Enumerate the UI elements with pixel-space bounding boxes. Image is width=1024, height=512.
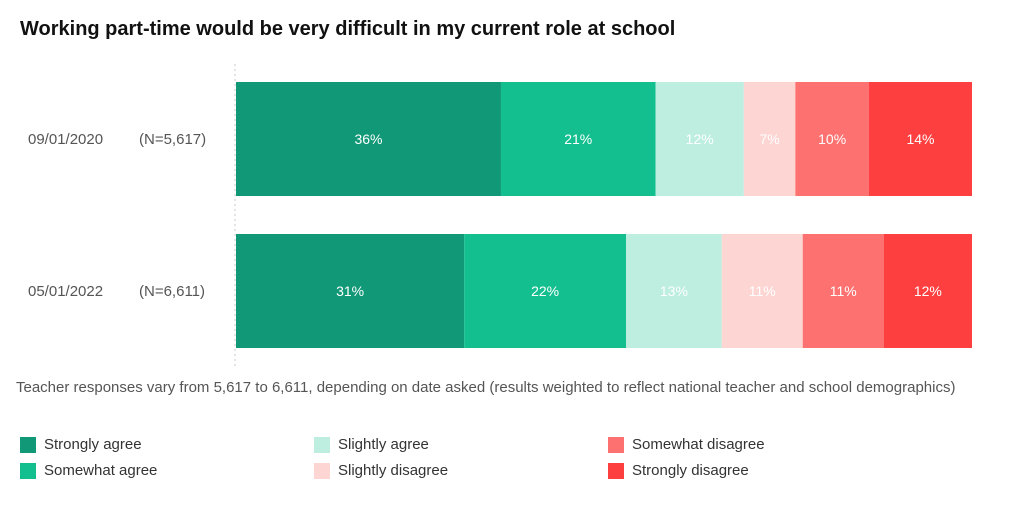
data-label: 7% [759,131,779,147]
data-label: 11% [749,283,776,299]
row-label-n: (N=5,617) [139,131,206,148]
bar-segment [464,234,627,348]
stacked-bar-chart: 09/01/2020 (N=5,617) 36% 21% 12% 7% 10% 14% 05/0… [28,64,972,366]
legend-item: Somewhat disagree [608,436,765,453]
legend-swatch [314,436,330,453]
legend-label: Somewhat disagree [632,436,765,453]
chart-legend: Strongly agree Slightly agree Somewhat dis… [20,436,1020,488]
legend-label: Strongly agree [44,436,142,453]
data-label: 21% [564,131,592,147]
bar-segment [743,82,796,196]
legend-swatch [20,462,36,479]
legend-swatch [608,462,624,479]
bar-segment [721,234,803,348]
legend-item: Somewhat agree [20,462,157,479]
bar-segment [883,234,972,348]
chart-title: Working part-time would be very difficul… [20,18,676,40]
bar-segment [795,82,869,196]
bar-segment [802,234,884,348]
row-label-date: 09/01/2020 [28,131,103,148]
bar-segment [236,82,501,196]
data-label: 11% [830,283,857,299]
bar-segment [626,234,722,348]
data-label: 22% [531,283,559,299]
legend-item: Strongly agree [20,436,142,453]
bar-segment [236,234,465,348]
legend-item: Slightly agree [314,436,429,453]
data-label: 14% [906,131,934,147]
data-label: 12% [686,131,714,147]
legend-label: Slightly agree [338,436,429,453]
legend-item: Slightly disagree [314,462,448,479]
data-label: 31% [336,283,364,299]
bar-segment [868,82,972,196]
legend-swatch [314,462,330,479]
legend-label: Somewhat agree [44,462,158,479]
legend-label: Strongly disagree [632,462,749,479]
legend-item: Strongly disagree [608,462,749,479]
data-label: 12% [914,283,942,299]
row-label-n: (N=6,611) [139,283,205,300]
chart-footnote: Teacher responses vary from 5,617 to 6,6… [16,379,956,396]
legend-swatch [608,436,624,453]
bar-segment [655,82,744,196]
legend-label: Slightly disagree [338,462,449,479]
legend-swatch [20,436,36,453]
data-label: 13% [660,283,688,299]
bar-segment [500,82,656,196]
data-label: 10% [818,131,846,147]
row-label-date: 05/01/2022 [28,283,103,300]
data-label: 36% [354,131,382,147]
